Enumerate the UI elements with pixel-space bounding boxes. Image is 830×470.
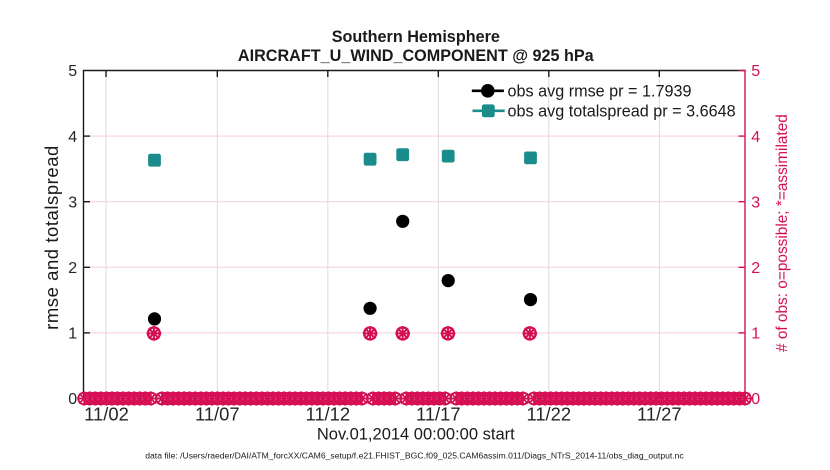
svg-text:0: 0	[68, 391, 77, 408]
svg-text:Southern Hemisphere: Southern Hemisphere	[332, 28, 500, 46]
svg-text:3: 3	[68, 194, 77, 211]
svg-text:11/17: 11/17	[416, 404, 461, 425]
svg-text:4: 4	[751, 129, 760, 146]
svg-text:11/07: 11/07	[195, 404, 240, 425]
svg-text:obs avg totalspread pr = 3.664: obs avg totalspread pr = 3.6648	[508, 103, 736, 121]
svg-text:obs avg rmse pr = 1.7939: obs avg rmse pr = 1.7939	[508, 83, 692, 101]
svg-text:# of obs: o=possible; *=assimi: # of obs: o=possible; *=assimilated	[774, 114, 791, 352]
svg-text:5: 5	[751, 63, 760, 80]
svg-text:1: 1	[751, 326, 760, 343]
svg-text:Nov.01,2014 00:00:00 start: Nov.01,2014 00:00:00 start	[317, 426, 515, 444]
svg-text:4: 4	[68, 129, 77, 146]
svg-text:11/22: 11/22	[526, 404, 571, 425]
svg-text:2: 2	[68, 260, 77, 277]
svg-text:0: 0	[751, 391, 760, 408]
svg-text:1: 1	[68, 326, 77, 343]
svg-text:5: 5	[68, 63, 77, 80]
svg-text:AIRCRAFT_U_WIND_COMPONENT @ 92: AIRCRAFT_U_WIND_COMPONENT @ 925 hPa	[238, 47, 595, 65]
svg-text:3: 3	[751, 194, 760, 211]
svg-text:11/27: 11/27	[637, 404, 682, 425]
svg-text:11/02: 11/02	[84, 404, 129, 425]
svg-text:rmse and totalspread: rmse and totalspread	[41, 145, 62, 330]
svg-text:data file: /Users/raeder/DAI/A: data file: /Users/raeder/DAI/ATM_forcXX/…	[145, 451, 684, 461]
svg-text:11/12: 11/12	[305, 404, 350, 425]
svg-text:2: 2	[751, 260, 760, 277]
